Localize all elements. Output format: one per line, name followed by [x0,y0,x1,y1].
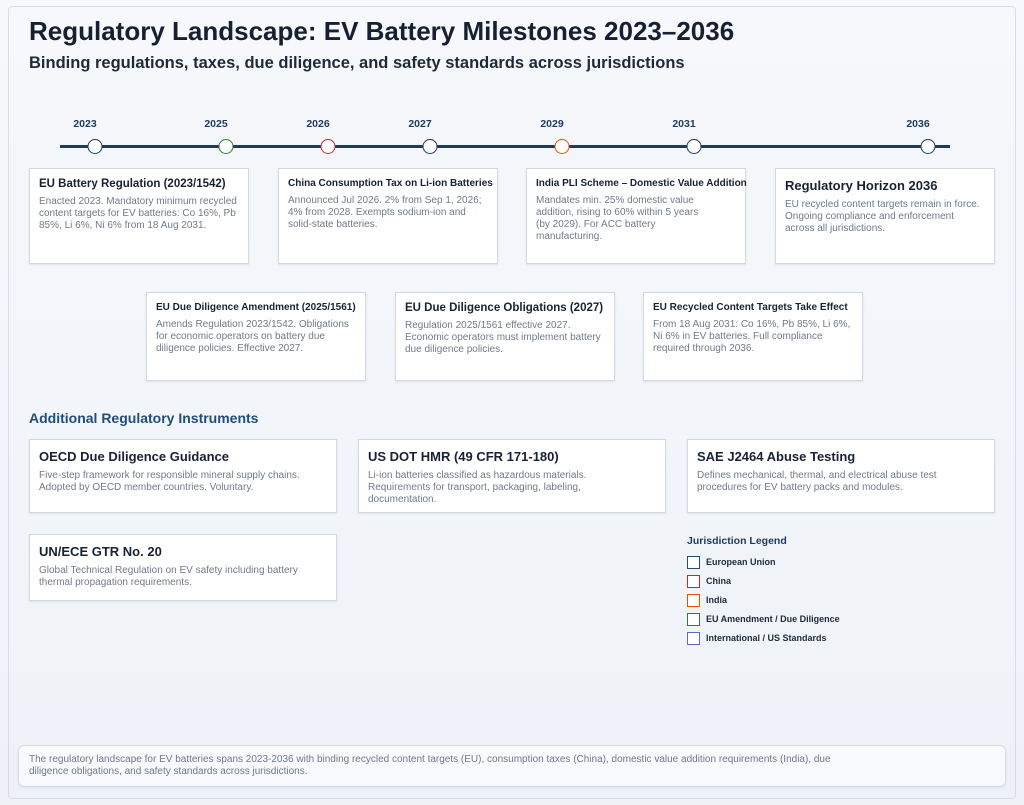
instrument-title: UN/ECE GTR No. 20 [39,544,162,559]
timeline-node-2023[interactable] [87,139,103,154]
milestone-body: Amends Regulation 2023/1542. Obligations… [156,319,349,354]
legend-item-international: International / US Standards [687,631,827,645]
instrument-title: OECD Due Diligence Guidance [39,449,229,464]
milestone-card-eu-recycled-content-targets[interactable]: EU Recycled Content Targets Take Effect … [643,292,863,381]
instruments-heading: Additional Regulatory Instruments [29,410,259,426]
instrument-body: Global Technical Regulation on EV safety… [39,565,298,588]
milestone-body: Announced Jul 2026. 2% from Sep 1, 2026;… [288,195,482,230]
milestone-body: From 18 Aug 2031: Co 16%, Pb 85%, Li 6%,… [653,319,851,354]
timeline-year-2025: 2025 [204,118,228,130]
summary-footer: The regulatory landscape for EV batterie… [18,745,1006,787]
page-subtitle: Binding regulations, taxes, due diligenc… [29,54,685,72]
milestone-body: EU recycled content targets remain in fo… [785,199,980,234]
timeline-node-2036[interactable] [920,139,936,154]
timeline-year-2029: 2029 [540,118,564,130]
milestone-card-india-pli-scheme[interactable]: India PLI Scheme – Domestic Value Additi… [526,168,747,264]
milestone-body: Mandates min. 25% domestic value additio… [536,195,699,242]
instrument-card-unece-gtr-20[interactable]: UN/ECE GTR No. 20 Global Technical Regul… [29,534,337,601]
legend-swatch [687,555,700,569]
milestone-body: Enacted 2023. Mandatory minimum recycled… [39,196,237,231]
milestone-title: EU Due Diligence Obligations (2027) [405,302,604,314]
legend-label: International / US Standards [706,633,827,643]
milestone-title: EU Battery Regulation (2023/1542) [39,178,226,190]
page-frame [8,6,1016,799]
legend-label: India [706,595,728,605]
legend-label: European Union [706,557,776,567]
milestone-title: EU Recycled Content Targets Take Effect [653,302,848,313]
legend-item-china: China [687,574,731,588]
timeline-year-2027: 2027 [408,118,432,130]
milestone-card-china-consumption-tax[interactable]: China Consumption Tax on Li-ion Batterie… [278,168,498,264]
legend-label: EU Amendment / Due Diligence [706,614,840,624]
milestone-card-eu-due-diligence-amendment[interactable]: EU Due Diligence Amendment (2025/1561) A… [146,292,366,381]
page-title: Regulatory Landscape: EV Battery Milesto… [29,16,735,46]
legend-swatch [687,593,700,607]
instrument-card-us-dot-hmr[interactable]: US DOT HMR (49 CFR 171-180) Li-ion batte… [358,439,666,513]
timeline-year-2031: 2031 [672,118,696,130]
milestone-card-regulatory-horizon-2036[interactable]: Regulatory Horizon 2036 EU recycled cont… [775,168,995,264]
timeline-node-2025[interactable] [218,139,234,154]
milestone-body: Regulation 2025/1561 effective 2027. Eco… [405,320,601,355]
legend-item-eu-amendment: EU Amendment / Due Diligence [687,612,840,626]
timeline-node-2031[interactable] [686,139,702,154]
instrument-body: Defines mechanical, thermal, and electri… [697,470,937,493]
timeline-node-2027[interactable] [422,139,438,154]
instrument-title: SAE J2464 Abuse Testing [697,449,856,464]
legend-label: China [706,576,732,586]
instrument-body: Li-ion batteries classified as hazardous… [368,470,587,505]
timeline-axis [60,145,950,148]
timeline-node-2026[interactable] [320,139,336,154]
milestone-title: India PLI Scheme – Domestic Value Additi… [536,178,747,189]
milestone-card-eu-battery-regulation[interactable]: EU Battery Regulation (2023/1542) Enacte… [29,168,249,264]
milestone-title: China Consumption Tax on Li-ion Batterie… [288,178,493,189]
instrument-title: US DOT HMR (49 CFR 171-180) [368,449,559,464]
timeline-node-2029[interactable] [554,139,570,154]
milestone-title: EU Due Diligence Amendment (2025/1561) [156,302,356,313]
legend-item-eu: European Union [687,555,776,569]
timeline-year-2026: 2026 [306,118,330,130]
legend-swatch [687,574,700,588]
milestone-title: Regulatory Horizon 2036 [785,178,938,193]
instrument-card-oecd[interactable]: OECD Due Diligence Guidance Five-step fr… [29,439,337,513]
summary-text: The regulatory landscape for EV batterie… [29,754,831,777]
instrument-body: Five-step framework for responsible mine… [39,470,300,493]
legend-swatch [687,631,700,645]
legend-title: Jurisdiction Legend [687,535,787,547]
timeline-year-2023: 2023 [73,118,97,130]
milestone-card-eu-due-diligence-obligations[interactable]: EU Due Diligence Obligations (2027) Regu… [395,292,615,381]
timeline-year-2036: 2036 [906,118,930,130]
legend-item-india: India [687,593,727,607]
legend-swatch [687,612,700,626]
instrument-card-sae-j2464[interactable]: SAE J2464 Abuse Testing Defines mechanic… [687,439,995,513]
